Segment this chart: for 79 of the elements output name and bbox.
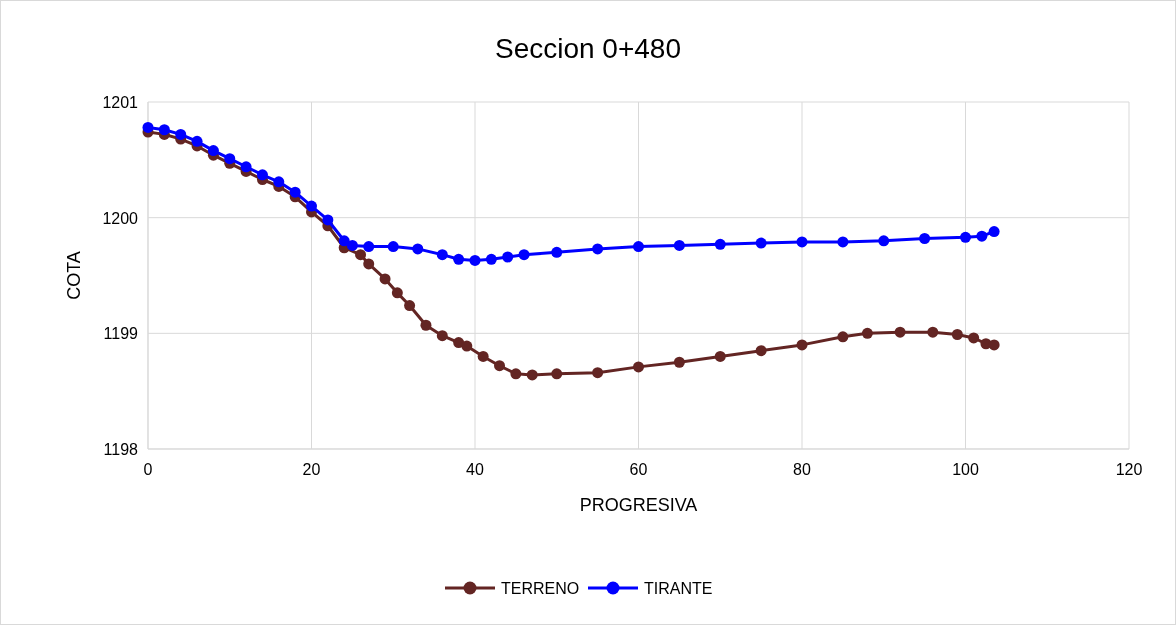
- point: [878, 235, 890, 247]
- point: [273, 176, 285, 188]
- point: [894, 326, 906, 338]
- point: [412, 243, 424, 255]
- y-tick-label: 1199: [103, 325, 139, 343]
- legend-label: TERRENO: [501, 580, 580, 597]
- point: [714, 350, 726, 362]
- point: [175, 128, 187, 140]
- x-tick-label: 100: [952, 461, 979, 478]
- x-tick-label: 60: [629, 461, 648, 478]
- point: [461, 340, 473, 352]
- point: [207, 145, 219, 157]
- chart-title: Seccion 0+480: [494, 33, 682, 64]
- point: [477, 350, 489, 362]
- point: [379, 273, 391, 285]
- point: [919, 232, 931, 244]
- point: [453, 337, 465, 349]
- point: [526, 369, 538, 381]
- point: [391, 287, 403, 299]
- point: [673, 239, 685, 251]
- point: [142, 121, 154, 133]
- point: [494, 360, 506, 372]
- point: [387, 241, 399, 253]
- point: [988, 226, 1000, 238]
- point: [755, 345, 767, 357]
- point: [306, 200, 317, 212]
- point: [518, 249, 530, 261]
- point: [510, 368, 522, 380]
- point: [796, 339, 808, 351]
- point: [453, 253, 465, 265]
- point: [363, 258, 375, 270]
- point: [960, 231, 971, 243]
- point: [551, 368, 563, 380]
- point: [551, 246, 563, 258]
- point: [289, 186, 301, 198]
- x-tick-label: 20: [302, 461, 321, 478]
- point: [837, 331, 849, 343]
- point: [404, 300, 416, 312]
- x-tick-label: 120: [1115, 461, 1143, 478]
- y-tick-label: 1200: [102, 209, 139, 227]
- point: [796, 236, 808, 248]
- point: [363, 241, 375, 253]
- point: [633, 361, 644, 373]
- point: [927, 326, 939, 338]
- point: [338, 235, 350, 247]
- point: [837, 236, 849, 248]
- point: [951, 328, 963, 340]
- point: [673, 356, 685, 368]
- point: [755, 237, 767, 249]
- point: [436, 330, 448, 342]
- point: [240, 161, 252, 173]
- point: [191, 135, 203, 147]
- point: [322, 214, 334, 226]
- point: [592, 243, 604, 255]
- point: [346, 239, 358, 251]
- point: [224, 153, 236, 165]
- y-axis-title: COTA: [64, 251, 84, 300]
- point: [976, 230, 988, 242]
- x-tick-label: 0: [143, 461, 153, 478]
- point: [714, 238, 726, 250]
- point: [158, 124, 170, 136]
- point: [436, 249, 448, 261]
- point: [592, 367, 604, 379]
- legend-label: TIRANTE: [644, 580, 713, 597]
- point: [988, 339, 1000, 351]
- point: [485, 253, 497, 265]
- point: [256, 169, 268, 181]
- point: [469, 254, 481, 266]
- point: [502, 251, 514, 263]
- y-tick-label: 1201: [102, 94, 139, 111]
- point: [420, 319, 432, 331]
- point: [355, 249, 367, 261]
- point: [968, 332, 980, 344]
- point: [633, 241, 644, 253]
- y-tick-label: 1198: [103, 441, 139, 458]
- x-axis-title: PROGRESIVA: [579, 495, 698, 515]
- x-tick-label: 40: [466, 461, 484, 478]
- x-tick-label: 80: [793, 461, 811, 478]
- point: [861, 327, 873, 339]
